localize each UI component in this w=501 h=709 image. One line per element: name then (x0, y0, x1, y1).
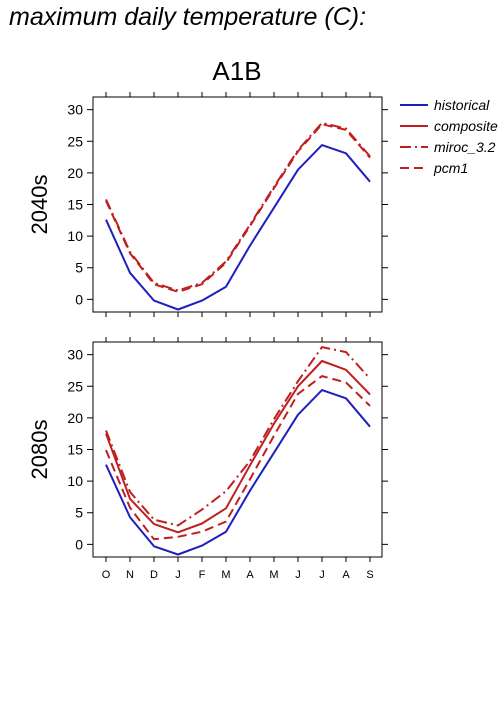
x-tick-label: F (199, 569, 206, 581)
x-tick-label: N (126, 569, 134, 581)
panel-label: 2080s (27, 420, 52, 480)
y-tick-label: 15 (67, 442, 83, 458)
series-line-miroc-3-2 (105, 346, 371, 527)
y-tick-label: 10 (67, 473, 83, 489)
x-tick-label: M (269, 569, 278, 581)
y-tick-label: 30 (67, 347, 83, 363)
y-tick-label: 25 (67, 133, 83, 149)
y-tick-label: 5 (75, 260, 83, 276)
y-tick-label: 20 (67, 165, 83, 181)
y-tick-label: 30 (67, 102, 83, 118)
scenario-label: A1B (212, 56, 261, 86)
x-tick-label: S (366, 569, 373, 581)
legend-label: miroc_3.2 (434, 139, 496, 155)
y-tick-label: 25 (67, 378, 83, 394)
y-tick-label: 0 (75, 536, 83, 552)
y-tick-label: 20 (67, 410, 83, 426)
series-line-historical (105, 389, 371, 556)
chart-title: maximum daily temperature (C): (9, 3, 367, 31)
legend-label: pcm1 (433, 160, 468, 176)
y-tick-label: 0 (75, 291, 83, 307)
x-tick-label: J (175, 569, 181, 581)
x-tick-label: A (342, 569, 350, 581)
x-tick-label: O (102, 569, 111, 581)
legend-label: composite (434, 118, 498, 134)
x-tick-label: M (221, 569, 230, 581)
y-tick-label: 10 (67, 228, 83, 244)
series-line-composite (105, 360, 371, 534)
panel-label: 2040s (27, 175, 52, 235)
series-line-historical (105, 144, 371, 311)
series-line-pcm1 (105, 123, 371, 293)
legend-label: historical (434, 97, 490, 113)
x-tick-label: J (295, 569, 301, 581)
x-tick-label: D (150, 569, 158, 581)
series-line-pcm1 (105, 375, 371, 541)
x-tick-label: A (246, 569, 254, 581)
y-tick-label: 15 (67, 197, 83, 213)
x-tick-label: J (319, 569, 325, 581)
y-tick-label: 5 (75, 505, 83, 521)
